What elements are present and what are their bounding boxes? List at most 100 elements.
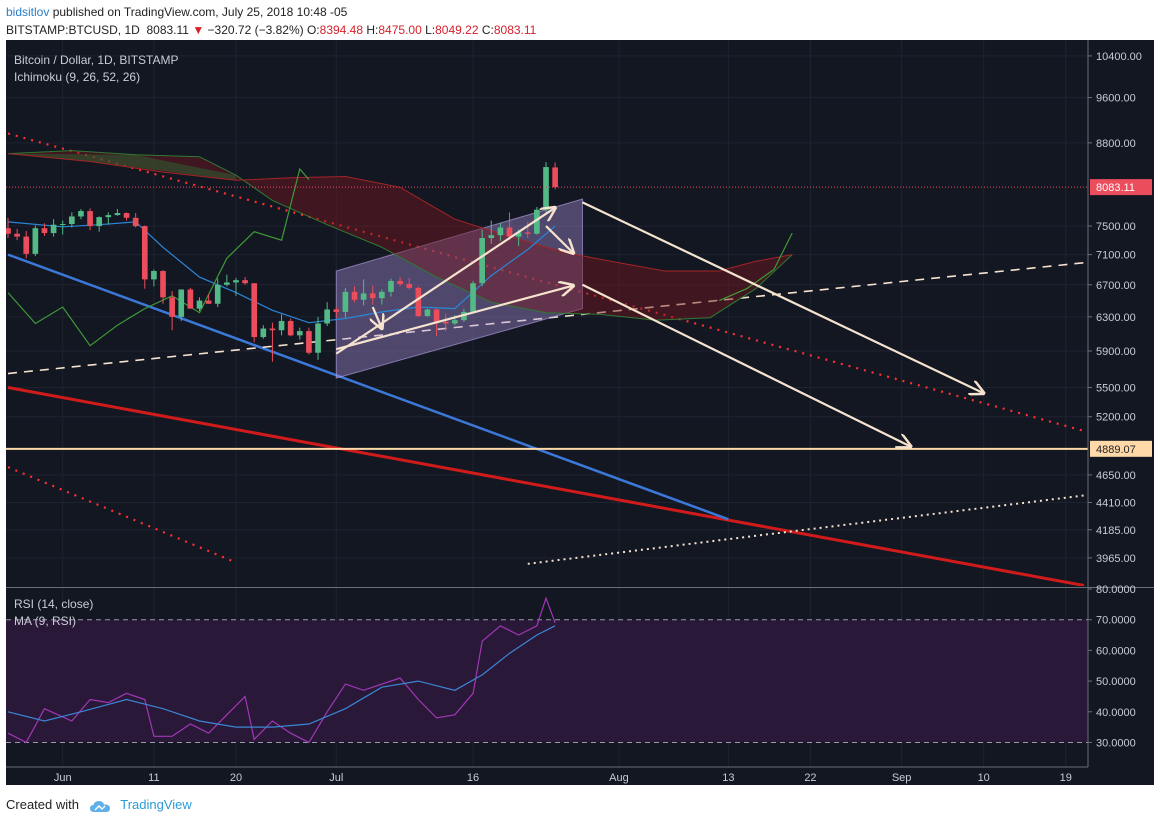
candle-body bbox=[534, 209, 540, 234]
y-tick-label: 9600.00 bbox=[1096, 93, 1136, 105]
candle-body bbox=[433, 309, 440, 322]
candle-body bbox=[69, 216, 75, 225]
candle-body bbox=[260, 328, 267, 338]
axes: 10400.00 9600.00 8800.00 7500.00 7100.00 6700… bbox=[6, 40, 1154, 784]
price-label-box bbox=[1090, 440, 1152, 457]
rsi-tick-label: 60.0000 bbox=[1096, 645, 1136, 657]
rsi-tick-label: 80.0000 bbox=[1096, 584, 1136, 596]
y-tick-label: 7100.00 bbox=[1096, 250, 1136, 262]
candle-body bbox=[333, 309, 340, 312]
price-label-text: 8083.11 bbox=[1096, 182, 1135, 194]
candle-body bbox=[23, 236, 30, 254]
span-b-line bbox=[7, 153, 793, 272]
y-tick-label: 4185.00 bbox=[1096, 525, 1136, 537]
x-tick-label: 22 bbox=[804, 772, 816, 784]
candle-body bbox=[78, 211, 84, 217]
x-tick-label: 16 bbox=[467, 772, 479, 784]
publisher-line: bidsitlov published on TradingView.com, … bbox=[6, 5, 347, 19]
candle-body bbox=[32, 228, 39, 254]
candle-body bbox=[451, 320, 458, 324]
y-tick-label: 4410.00 bbox=[1096, 498, 1136, 510]
publisher-username[interactable]: bidsitlov bbox=[6, 5, 50, 19]
legend-main: Bitcoin / Dollar, 1D, BITSTAMP bbox=[14, 53, 179, 67]
candle-body bbox=[470, 283, 476, 312]
price-label-box bbox=[1090, 179, 1152, 196]
y-tick-label: 5200.00 bbox=[1096, 412, 1136, 424]
candle-body bbox=[169, 297, 175, 317]
candle-body bbox=[442, 321, 449, 324]
candle-body bbox=[324, 309, 330, 324]
candle-body bbox=[196, 300, 203, 309]
candle-body bbox=[141, 226, 148, 280]
candle-body bbox=[342, 291, 349, 312]
candle-body bbox=[242, 280, 248, 284]
x-tick-label: Aug bbox=[609, 772, 629, 784]
candle-body bbox=[388, 280, 394, 292]
candle-body bbox=[50, 224, 57, 234]
open-value: 8394.48 bbox=[319, 23, 364, 37]
tradingview-cloud-icon bbox=[89, 800, 110, 812]
candle-body bbox=[515, 232, 522, 237]
candle-body bbox=[543, 167, 549, 210]
candle-body bbox=[296, 331, 303, 336]
candle-body bbox=[278, 320, 285, 331]
candle-body bbox=[87, 211, 93, 227]
candle-body bbox=[114, 213, 121, 216]
y-tick-label: 6300.00 bbox=[1096, 312, 1136, 324]
rsi-tick-label: 50.0000 bbox=[1096, 676, 1136, 688]
footer: Created with TradingView bbox=[6, 797, 192, 813]
lagging-span bbox=[7, 167, 310, 347]
rsi-band-fill bbox=[6, 619, 1088, 743]
drawings-front bbox=[6, 186, 1088, 450]
candle-body bbox=[151, 270, 157, 280]
price-label-text: 4889.07 bbox=[1096, 444, 1136, 456]
x-tick-label: 13 bbox=[722, 772, 734, 784]
candle-body bbox=[105, 215, 112, 218]
change-value: −320.72 (−3.82%) bbox=[207, 23, 304, 37]
rsi-tick-label: 70.0000 bbox=[1096, 615, 1136, 627]
y-tick-label: 4650.00 bbox=[1096, 470, 1136, 482]
candle-body bbox=[379, 291, 385, 299]
red-trendline bbox=[7, 386, 1085, 586]
price-chart[interactable]: 10400.00 9600.00 8800.00 7500.00 7100.00 6700… bbox=[6, 40, 1154, 785]
published-info: published on TradingView.com, July 25, 2… bbox=[52, 5, 348, 19]
high-value: 8475.00 bbox=[378, 23, 422, 37]
rsi-line bbox=[7, 596, 556, 744]
open-label: O: bbox=[306, 23, 320, 37]
candle-body bbox=[552, 167, 558, 188]
y-tick-label: 5900.00 bbox=[1096, 346, 1136, 358]
symbol-label: BITSTAMP:BTCUSD, 1D bbox=[6, 23, 140, 37]
y-tick-label: 6700.00 bbox=[1096, 280, 1136, 292]
candle-body bbox=[287, 320, 294, 336]
candle-body bbox=[132, 217, 139, 227]
cloud-fill bbox=[8, 150, 793, 321]
legend-ichimoku: Ichimoku (9, 26, 52, 26) bbox=[14, 70, 140, 84]
candle-body bbox=[351, 291, 358, 300]
x-tick-label: Jun bbox=[54, 772, 72, 784]
low-value: 8049.22 bbox=[435, 23, 479, 37]
candle-body bbox=[369, 293, 376, 299]
legend-rsi: RSI (14, close) bbox=[14, 597, 93, 611]
x-tick-label: Sep bbox=[892, 772, 912, 784]
tradingview-link[interactable]: TradingView bbox=[120, 797, 192, 812]
x-tick-label: Jul bbox=[329, 772, 343, 784]
rsi-panel bbox=[6, 596, 1088, 744]
candle-body bbox=[187, 289, 194, 309]
arrow-down-lower bbox=[581, 283, 910, 447]
y-tick-label: 3965.00 bbox=[1096, 553, 1136, 565]
candle-body bbox=[524, 232, 531, 234]
y-tick-label: 10400.00 bbox=[1096, 51, 1142, 63]
x-tick-label: 10 bbox=[978, 772, 990, 784]
candle-body bbox=[315, 323, 321, 353]
arrow-short-down bbox=[545, 225, 573, 253]
candle-body bbox=[233, 280, 239, 283]
candle-body bbox=[479, 238, 485, 284]
candle-body bbox=[415, 287, 422, 317]
candle-body bbox=[214, 284, 221, 304]
candle-body bbox=[360, 293, 367, 300]
candle-body bbox=[424, 309, 431, 317]
candles bbox=[6, 162, 558, 362]
last-price: 8083.11 bbox=[146, 23, 189, 37]
rsi-tick-label: 30.0000 bbox=[1096, 737, 1136, 749]
y-tick-label: 5500.00 bbox=[1096, 383, 1136, 395]
